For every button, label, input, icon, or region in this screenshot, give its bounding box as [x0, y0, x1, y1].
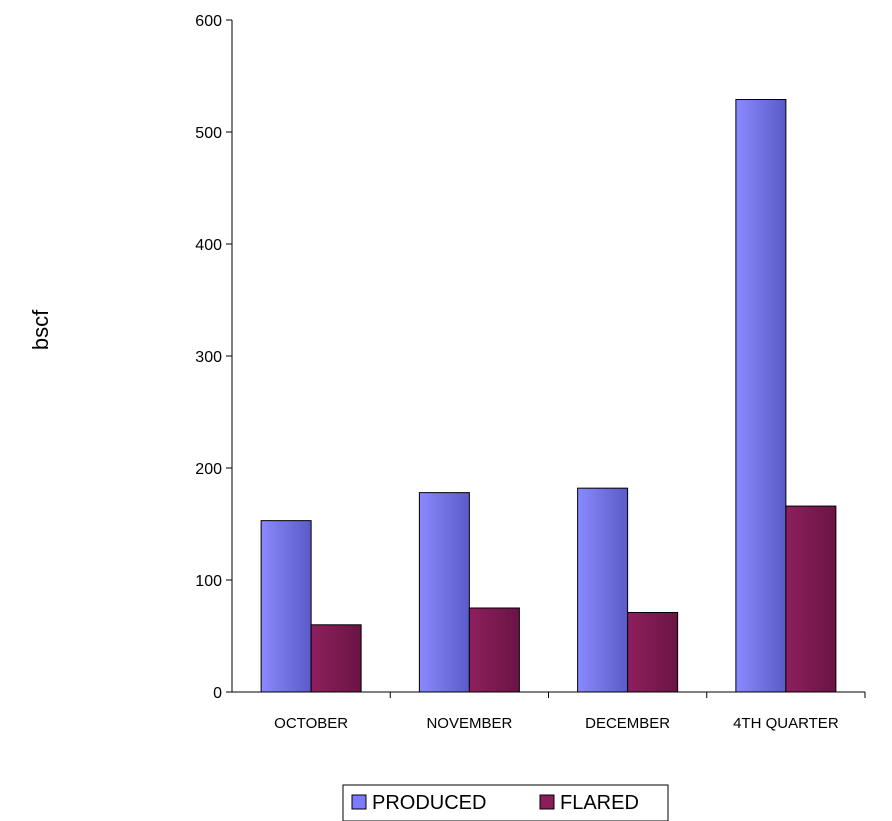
legend: PRODUCED FLARED	[342, 784, 669, 821]
x-labels: OCTOBER NOVEMBER DECEMBER 4TH QUARTER	[274, 692, 866, 732]
y-tick-label: 600	[195, 13, 222, 30]
y-tick-label: 200	[195, 461, 222, 478]
legend-frame	[342, 784, 669, 821]
bar-flared-3	[785, 505, 837, 693]
y-tick-label: 500	[195, 125, 222, 142]
bar-flared-1	[468, 607, 520, 693]
bar-flared-0	[310, 624, 362, 693]
bar-produced-2	[577, 487, 629, 693]
x-tick-label: DECEMBER	[585, 715, 670, 732]
x-tick-label: NOVEMBER	[426, 715, 512, 732]
bar-produced-3	[735, 99, 787, 693]
y-tick-label: 100	[195, 573, 222, 590]
y-tick-label: 300	[195, 349, 222, 366]
bars	[260, 99, 837, 693]
y-tick-label: 400	[195, 237, 222, 254]
y-tick-label: 0	[213, 685, 222, 702]
bar-flared-2	[627, 611, 679, 693]
y-ticks: 0 100 200 300 400 500 600	[195, 13, 232, 702]
bar-produced-1	[418, 492, 470, 693]
legend-swatch-produced	[351, 794, 367, 810]
x-tick-label: 4TH QUARTER	[733, 715, 839, 732]
y-axis-title: bscf	[28, 309, 53, 350]
legend-swatch-flared	[539, 794, 555, 810]
x-tick-label: OCTOBER	[274, 715, 348, 732]
legend-label-produced: PRODUCED	[372, 792, 486, 814]
bar-produced-0	[260, 520, 312, 693]
legend-label-flared: FLARED	[560, 792, 639, 814]
